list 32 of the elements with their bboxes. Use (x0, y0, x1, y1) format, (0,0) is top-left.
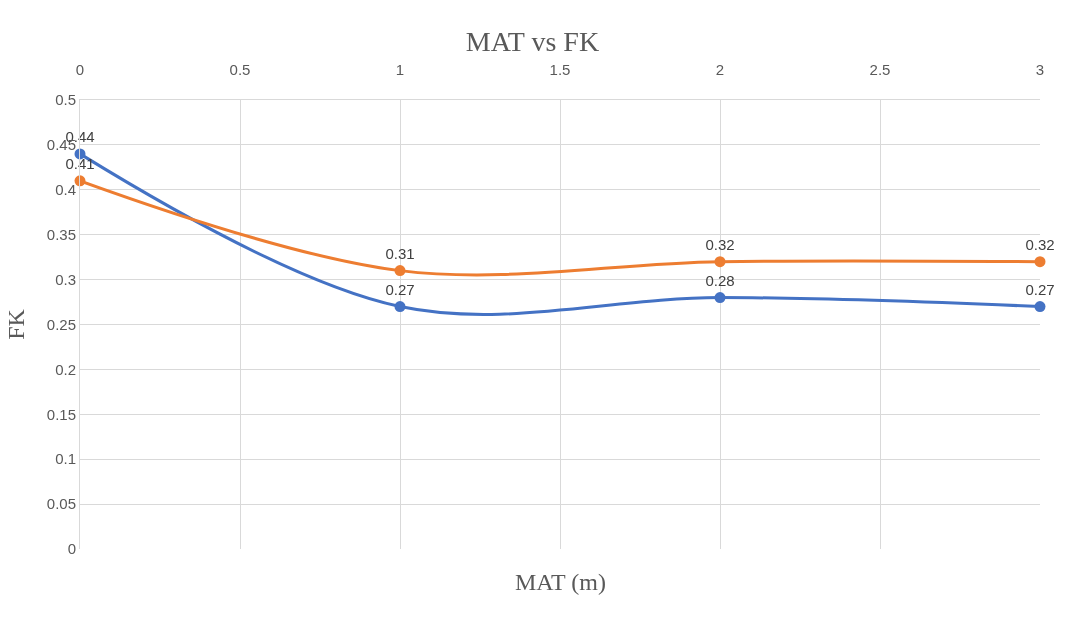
x-tick-label: 0.5 (229, 61, 251, 78)
x-tick-label: 2.5 (869, 61, 891, 78)
point (394, 301, 406, 313)
x-tick-label: 3 (1035, 61, 1045, 78)
data-label: 0.32 (1025, 236, 1055, 254)
data-label: 0.27 (385, 280, 415, 298)
data-label: 0.28 (705, 271, 735, 289)
point (714, 256, 726, 268)
y-tick-label: 0.2 (55, 360, 76, 378)
point (714, 292, 726, 304)
point (1034, 301, 1046, 313)
y-tick-label: 0 (67, 540, 76, 558)
x-tick-label: 2 (715, 61, 725, 78)
y-tick-label: 0.35 (46, 225, 76, 243)
y-axis-title: FK (2, 308, 29, 340)
x-axis-title: MAT (m) (515, 569, 606, 595)
data-label: 0.27 (1025, 280, 1055, 298)
point (1034, 256, 1046, 268)
y-tick-label: 0.4 (55, 181, 76, 199)
y-tick-label: 0.15 (46, 405, 76, 423)
y-tick-label: 0.3 (55, 270, 76, 288)
y-tick-label: 0.1 (55, 450, 76, 468)
data-label: 0.41 (65, 155, 95, 173)
y-tick-label: 0.05 (46, 495, 76, 513)
point (394, 265, 406, 277)
y-tick-label: 0.25 (46, 315, 76, 333)
y-tick-label: 0.5 (55, 91, 76, 109)
chart-title: MAT vs FK (465, 25, 600, 57)
data-label: 0.31 (385, 244, 415, 262)
data-label: 0.32 (705, 236, 735, 254)
x-tick-label: 1.5 (549, 61, 571, 78)
x-tick-label: 1 (395, 61, 405, 78)
